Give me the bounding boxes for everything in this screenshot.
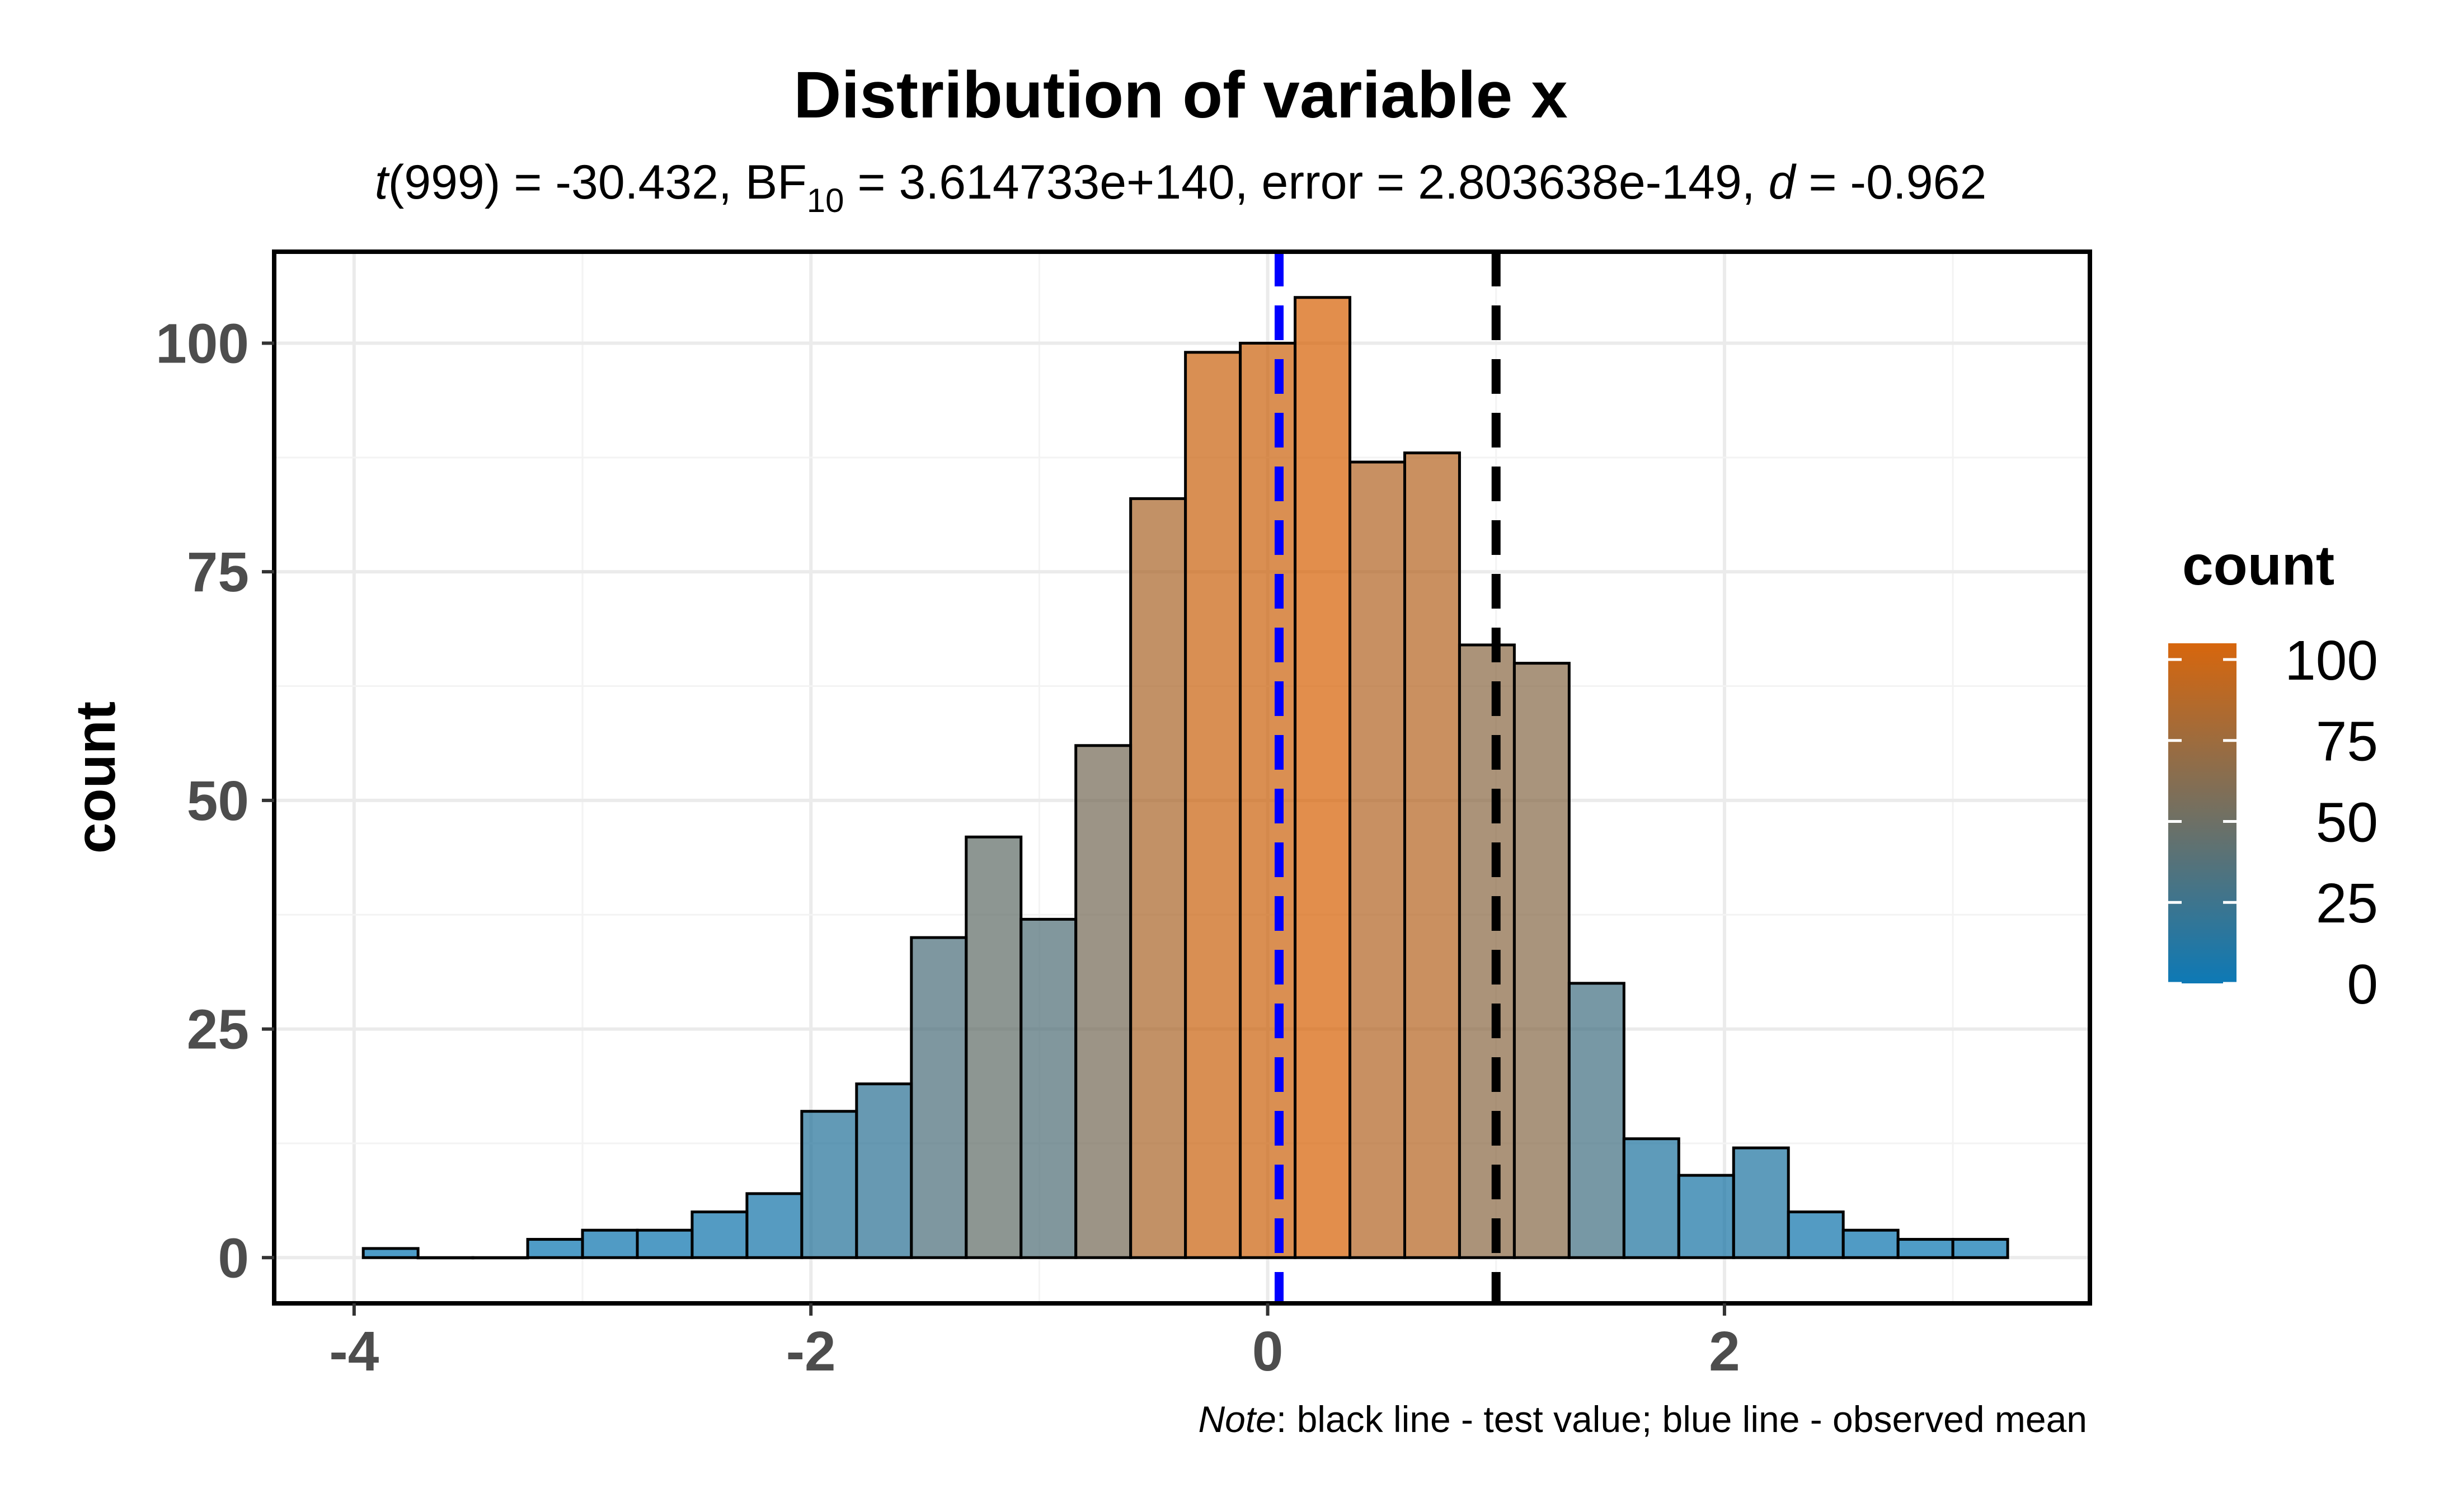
y-tick-label: 75 (187, 541, 249, 604)
legend-label: 0 (2347, 953, 2378, 1016)
panel-border (272, 249, 2092, 1306)
legend-label: 75 (2316, 710, 2378, 773)
legend: count 100 75 50 25 0 (2168, 534, 2378, 1016)
y-tick-label: 50 (187, 770, 249, 832)
histogram-bar (1951, 1238, 2009, 1259)
subtitle-t-stat: (999) = -30.432, (388, 156, 745, 209)
y-tick-label: 25 (187, 998, 249, 1061)
subtitle-d-symbol: d (1769, 156, 1797, 209)
histogram-bar (855, 1082, 913, 1259)
chart-title: Distribution of variable x (793, 58, 1567, 132)
histogram-bar (690, 1210, 749, 1259)
legend-label: 50 (2316, 791, 2378, 854)
subtitle-d-value: = -0.962 (1795, 156, 1986, 209)
histogram-bar (1512, 662, 1571, 1259)
reference-lines (1274, 252, 1501, 1303)
histogram-bar (416, 1256, 474, 1260)
histogram-bar (1129, 497, 1187, 1259)
histogram-bar (1074, 744, 1133, 1259)
y-tick-label: 0 (218, 1227, 249, 1289)
histogram-bar (581, 1228, 639, 1259)
histogram-bar (800, 1110, 858, 1259)
histogram-bar (471, 1256, 529, 1260)
chart-subtitle: t(999) = -30.432, BF10 = 3.614733e+140, … (375, 156, 1987, 219)
histogram-bar (526, 1238, 584, 1259)
histogram-bar (1732, 1146, 1790, 1259)
subtitle-bf-value: = 3.614733e+140, error = 2.803638e-149, (844, 156, 1769, 209)
histogram-bar (1622, 1137, 1680, 1259)
legend-ticks: 100 75 50 25 0 (2168, 629, 2378, 1016)
x-axis: -4 -2 0 2 (329, 1303, 1740, 1383)
legend-colorbar (2168, 643, 2236, 983)
y-axis-title: count (64, 701, 127, 854)
histogram-bar (1019, 917, 1078, 1259)
subtitle-t-symbol: t (375, 156, 390, 209)
histogram-bar (1403, 451, 1461, 1259)
histogram-bar (965, 835, 1023, 1259)
histogram-bar (1294, 296, 1352, 1259)
histogram-bar (1239, 341, 1297, 1259)
legend-title: count (2182, 534, 2334, 597)
subtitle-bf-subscript: 10 (807, 182, 844, 219)
histogram-bar (910, 936, 968, 1259)
histogram-bar (1348, 460, 1406, 1259)
histogram-bar (361, 1247, 420, 1259)
x-tick-label: -2 (786, 1320, 836, 1383)
histogram-bar (636, 1228, 694, 1259)
histogram-bar (1787, 1210, 1845, 1259)
histogram-bar (1841, 1228, 1900, 1259)
legend-label: 100 (2285, 629, 2378, 692)
histogram-bar (1567, 982, 1625, 1259)
caption-note-text: : black line - test value; blue line - o… (1276, 1398, 2087, 1440)
y-tick-label: 100 (156, 312, 249, 375)
histogram-bar (745, 1192, 804, 1259)
histogram-bars (361, 296, 2009, 1260)
x-tick-label: 0 (1252, 1320, 1284, 1383)
caption-note-label: Note (1198, 1398, 1276, 1440)
subtitle-bf-label: BF (745, 156, 807, 209)
histogram-bar (1677, 1174, 1735, 1259)
x-tick-label: -4 (329, 1320, 379, 1383)
y-axis: 0 25 50 75 100 (156, 312, 274, 1289)
caption-note: Note: black line - test value; blue line… (1198, 1398, 2087, 1440)
histogram-bar (1458, 643, 1516, 1259)
histogram-bar (1184, 351, 1242, 1259)
histogram-bar (1896, 1238, 1954, 1259)
x-tick-label: 2 (1709, 1320, 1740, 1383)
legend-label: 25 (2316, 872, 2378, 935)
